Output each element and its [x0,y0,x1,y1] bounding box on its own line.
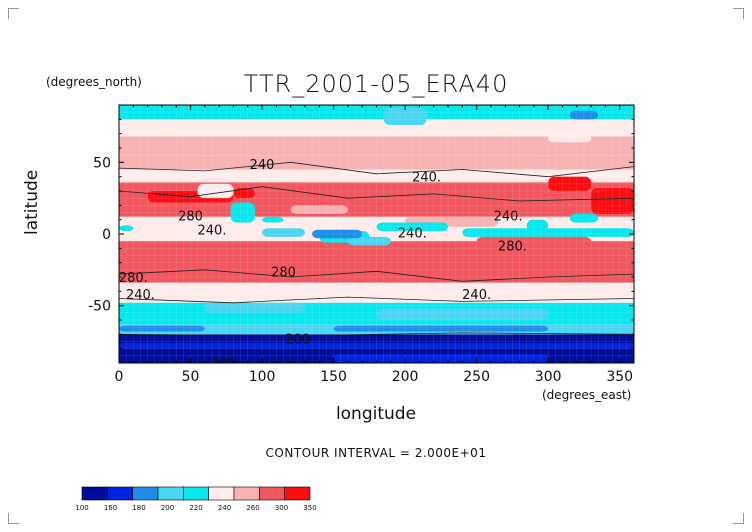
colorbar-label: 180 [132,504,145,512]
colorbar-label: 220 [189,504,202,512]
colorbar-label: 100 [75,504,88,512]
contour-line [119,332,634,337]
contour-fill-layer [119,105,634,363]
field-blob [462,228,634,237]
contour-label: 240. [398,227,427,242]
contour-label: 200 [285,333,310,348]
x-tick-label: 50 [182,369,200,385]
x-tick-label: 100 [249,369,276,385]
colorbar: 100 160 180 200 220 240 260 300 350 [75,486,317,512]
x-tick-label: 350 [606,369,633,385]
contour-line [119,269,634,282]
contour-label: 280. [119,271,148,286]
crop-mark-bottom-left [8,513,19,524]
colorbar-label: 200 [161,504,174,512]
colorbar-label: 260 [246,504,259,512]
field-blob [119,325,205,332]
field-blob [119,342,634,349]
x-axis-label-text: longitude [335,404,417,424]
field-blob [230,202,255,223]
field-blob [548,133,592,143]
colorbar-swatch [284,486,311,501]
contour-label: 280. [498,239,527,254]
colorbar-swatch [183,486,209,501]
contour-label: 240. [412,171,441,186]
field-blob [233,188,255,199]
colorbar-label: 300 [275,504,288,512]
colorbar-label: 240 [218,504,231,512]
contour-label: 240. [494,209,523,224]
contour-label: 240. [198,224,227,239]
contour-label: 120. [212,357,241,372]
colorbar-swatch [208,486,235,501]
contour-interval-note: CONTOUR INTERVAL = 2.000E+01 [265,446,487,460]
field-blob [119,225,134,232]
x-tick-label: 300 [535,369,562,385]
field-blob [347,236,391,246]
y-tick-label: 0 [102,227,111,243]
field-band [119,282,634,303]
field-band [119,105,634,120]
y-tick-label: 50 [93,155,111,171]
contour-label: 240. [462,288,491,303]
contour-label: 280 [271,265,296,280]
field-blob [476,236,592,246]
contour-line [119,186,634,202]
colorbar-swatch [259,486,285,501]
contour-label: 240. [126,288,155,303]
field-blob [312,229,363,239]
y-axis-unit: (degrees_north) [46,75,142,89]
field-blob [333,325,549,332]
y-tick-label: -50 [88,299,111,315]
x-tick-label: 200 [392,369,419,385]
field-blob [262,216,284,223]
field-blob [376,308,549,320]
contour-line [119,161,634,178]
colorbar-swatch [132,486,159,501]
crop-mark-top-left [8,8,19,19]
field-blob [204,302,305,313]
contour-line [119,296,634,304]
colorbar-swatch [81,486,108,501]
field-band [119,155,634,170]
contour-label: 280 [178,209,203,224]
crop-mark-top-right [733,8,744,19]
x-axis-label: longitude [0,404,752,424]
x-axis-unit: (degrees_east) [542,388,632,402]
axis-ticks: 0 50 100 150 200 250 300 350 -50 0 50 [88,105,634,385]
field-band [119,241,634,283]
field-blob [569,110,599,120]
field-blob [569,213,599,223]
field-blob [448,119,549,137]
field-blob [333,354,549,363]
colorbar-swatch [233,486,260,501]
field-blob [376,222,449,232]
field-blob [548,176,592,191]
field-blob [262,228,305,237]
field-blob [290,205,348,214]
crop-mark-bottom-right [733,513,744,524]
colorbar-label: 350 [303,504,316,512]
field-band [119,136,634,156]
x-tick-label: 150 [320,369,347,385]
chart-title: TTR_2001-05_ERA40 [243,70,509,98]
x-tick-label: 250 [463,369,490,385]
x-tick-label: 0 [115,369,124,385]
colorbar-label: 160 [104,504,117,512]
colorbar-swatch [107,486,133,501]
field-blob [591,188,634,214]
colorbar-swatch [157,486,184,501]
contour-label: 240 [250,158,275,173]
field-blob [383,107,427,126]
